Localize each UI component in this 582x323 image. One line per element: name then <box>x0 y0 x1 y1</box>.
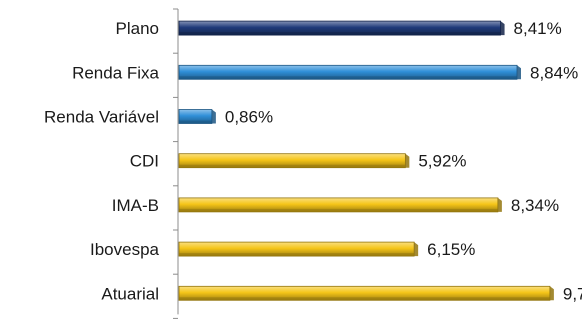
value-label: 6,15% <box>427 240 475 259</box>
bar <box>178 20 505 36</box>
bar-end-cap <box>405 153 410 168</box>
category-label: CDI <box>130 152 159 171</box>
bars-layer <box>178 20 554 301</box>
bar-shadow <box>179 32 501 36</box>
value-label: 0,86% <box>225 108 273 127</box>
category-label: Ibovespa <box>90 240 160 259</box>
bar <box>178 109 216 124</box>
bar-shadow <box>179 120 212 124</box>
bar <box>178 285 554 301</box>
labels-layer: Plano 8,41% Renda Fixa 8,84% Renda Variável 0… <box>44 19 582 303</box>
bar-shadow <box>179 164 406 168</box>
bar <box>178 153 410 169</box>
bar-end-cap <box>517 65 521 80</box>
bar-end-cap <box>549 286 554 301</box>
bar-end-cap <box>211 109 216 124</box>
bar-end-cap <box>414 242 419 257</box>
category-label: Plano <box>116 19 159 38</box>
bar-shadow <box>179 76 517 80</box>
value-label: 8,34% <box>511 196 559 215</box>
category-label: Renda Variável <box>44 108 159 127</box>
bar-shadow <box>179 253 415 257</box>
category-label: Renda Fixa <box>72 63 159 82</box>
bar-end-cap <box>500 21 505 36</box>
bar <box>178 197 502 213</box>
bar-shadow <box>179 297 550 301</box>
bar <box>178 241 419 257</box>
value-label: 9,70% <box>563 284 582 303</box>
bar-shadow <box>179 208 498 212</box>
category-label: Atuarial <box>101 284 159 303</box>
bar <box>178 64 521 80</box>
axis-layer <box>173 8 179 319</box>
bar-end-cap <box>497 197 502 212</box>
value-label: 5,92% <box>418 152 466 171</box>
value-label: 8,84% <box>530 63 578 82</box>
value-label: 8,41% <box>514 19 562 38</box>
category-label: IMA-B <box>112 196 159 215</box>
